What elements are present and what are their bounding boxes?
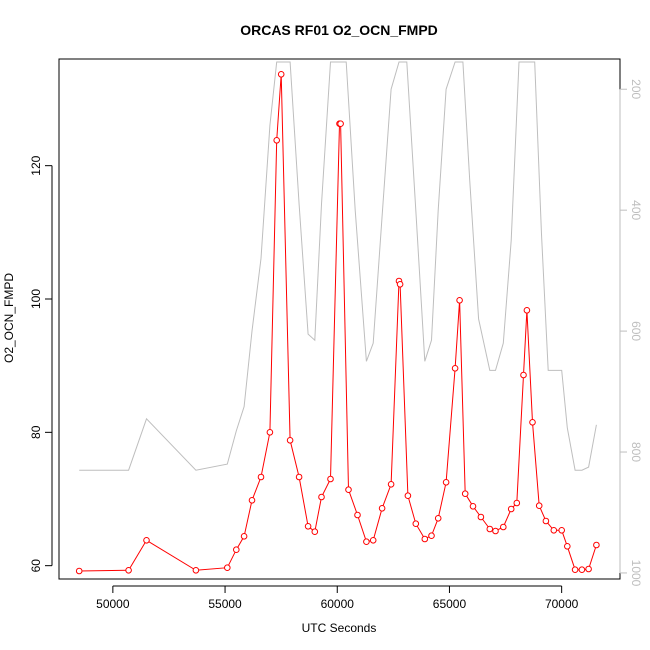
series-left-point <box>233 546 240 554</box>
series-left-point <box>295 473 303 481</box>
series-left-point <box>412 520 420 528</box>
y-axis-title: O2_OCN_FMPD <box>2 273 16 363</box>
series-left-point <box>500 523 507 531</box>
y-axis: 60 80 100 120 <box>29 155 53 573</box>
series-left-point <box>192 567 200 574</box>
series-left-point <box>337 120 344 127</box>
series-left-point <box>578 566 586 574</box>
y-tick-label: 100 <box>29 289 43 309</box>
series-left-group <box>75 71 600 575</box>
series-left-point <box>513 499 521 507</box>
y-tick-label: 120 <box>29 155 43 175</box>
series-left-point <box>507 505 515 513</box>
series-left-point <box>456 297 463 304</box>
series-left-point <box>529 419 536 426</box>
series-left-point <box>396 281 404 288</box>
x-tick-label: 55000 <box>208 597 242 611</box>
series-left-point <box>224 564 231 572</box>
y2-tick-label: 200 <box>629 79 643 99</box>
series-left-point <box>461 490 469 498</box>
series-left-point <box>434 515 442 522</box>
x-tick-label: 65000 <box>433 597 467 611</box>
series-left-point <box>327 475 334 483</box>
y-tick-label: 60 <box>29 559 43 573</box>
series-left-point <box>571 566 579 574</box>
series-left-point <box>477 513 485 521</box>
series-left-point <box>311 528 319 536</box>
series-left-point <box>558 527 566 534</box>
series-left-point <box>451 365 459 372</box>
series-left-point <box>369 537 377 544</box>
y2-tick-label: 400 <box>629 200 643 220</box>
series-left-point <box>248 497 256 504</box>
series-left-point <box>469 503 477 510</box>
series-left-point <box>363 538 370 546</box>
series-left-point <box>520 371 527 379</box>
y2-tick-label: 800 <box>629 442 643 462</box>
y2-tick-label: 600 <box>629 321 643 341</box>
series-left-point <box>523 307 531 314</box>
x-tick-label: 70000 <box>545 597 579 611</box>
series-left-point <box>404 492 412 500</box>
series-left-point <box>354 511 361 519</box>
x-tick-label: 60000 <box>321 597 355 611</box>
series-left-point <box>486 525 494 533</box>
series-left-point <box>378 505 386 512</box>
series-left-point <box>542 517 550 525</box>
series-left-point <box>428 532 435 540</box>
series-left-point <box>387 481 395 488</box>
series-left-point <box>492 527 499 535</box>
series-left-point <box>421 535 429 543</box>
series-left-point <box>273 137 281 144</box>
series-right-line <box>79 61 597 471</box>
series-left-point <box>318 493 325 501</box>
series-left-line <box>79 74 597 572</box>
series-left-point <box>535 502 543 510</box>
y-tick-label: 80 <box>29 425 43 439</box>
x-axis: 50000 55000 60000 65000 70000 <box>96 585 579 611</box>
series-left-point <box>257 473 265 481</box>
series-left-point <box>564 543 571 550</box>
series-left-point <box>125 567 132 574</box>
series-left-point <box>277 71 285 78</box>
series-left-point <box>442 479 450 486</box>
y2-axis: 200 400 600 800 1000 <box>619 79 643 587</box>
x-axis-title: UTC Seconds <box>302 621 377 635</box>
series-left-point <box>286 437 294 444</box>
y2-tick-label: 1000 <box>629 560 643 587</box>
series-left-point <box>304 523 312 530</box>
series-right-group <box>79 61 597 471</box>
series-left-point <box>266 429 274 436</box>
series-left-point <box>585 565 592 573</box>
series-left-point <box>593 541 600 549</box>
series-left-point <box>240 533 248 540</box>
x-tick-label: 50000 <box>96 597 130 611</box>
chart-title: ORCAS RF01 O2_OCN_FMPD <box>240 22 438 38</box>
series-left-point <box>143 537 150 544</box>
series-left-point <box>550 527 558 534</box>
series-left-point <box>75 567 83 575</box>
series-left-point <box>345 486 352 494</box>
